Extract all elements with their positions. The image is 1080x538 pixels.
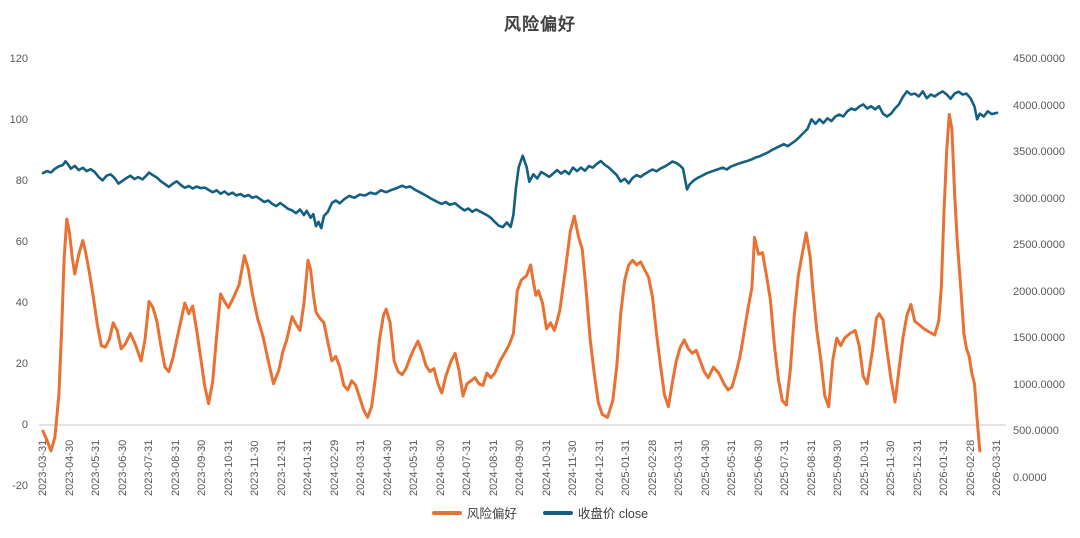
right-axis-tick: 3000.0000 xyxy=(1013,192,1065,205)
left-axis-tick: 0 xyxy=(21,419,28,431)
left-axis-tick: 120 xyxy=(9,53,28,65)
legend-item-close: 收盘价 close xyxy=(542,503,649,522)
right-axis-tick: 2500.0000 xyxy=(1013,239,1065,251)
risk-series-swatch-icon xyxy=(431,510,462,515)
right-axis-tick: 3500.0000 xyxy=(1013,146,1065,158)
right-axis-tick: 4500.0000 xyxy=(1013,53,1065,65)
close-series-swatch-icon xyxy=(542,510,573,515)
right-axis-tick: 1000.0000 xyxy=(1013,378,1065,391)
right-axis-tick: 1500.0000 xyxy=(1013,332,1065,344)
right-axis-tick: 2000.0000 xyxy=(1013,285,1065,298)
right-axis-tick: 500.0000 xyxy=(1013,425,1059,437)
close-price-line xyxy=(41,90,999,230)
left-axis-tick: -20 xyxy=(12,480,28,492)
risk-appetite-line xyxy=(41,113,982,453)
legend: 风险偏好 收盘价 close xyxy=(0,503,1080,522)
right-axis-tick: 0.0000 xyxy=(1013,471,1047,484)
legend-label-close: 收盘价 close xyxy=(577,507,649,521)
right-axis-tick: 4000.0000 xyxy=(1013,99,1065,112)
left-axis-tick: 80 xyxy=(15,175,28,187)
legend-item-risk: 风险偏好 xyxy=(431,503,517,522)
left-axis-tick: 20 xyxy=(15,358,28,370)
chart-title: 风险偏好 xyxy=(504,15,576,34)
left-axis-tick: 60 xyxy=(15,236,28,248)
legend-label-risk: 风险偏好 xyxy=(466,507,517,521)
left-axis-tick: 100 xyxy=(9,114,28,126)
left-axis-tick: 40 xyxy=(15,297,28,309)
